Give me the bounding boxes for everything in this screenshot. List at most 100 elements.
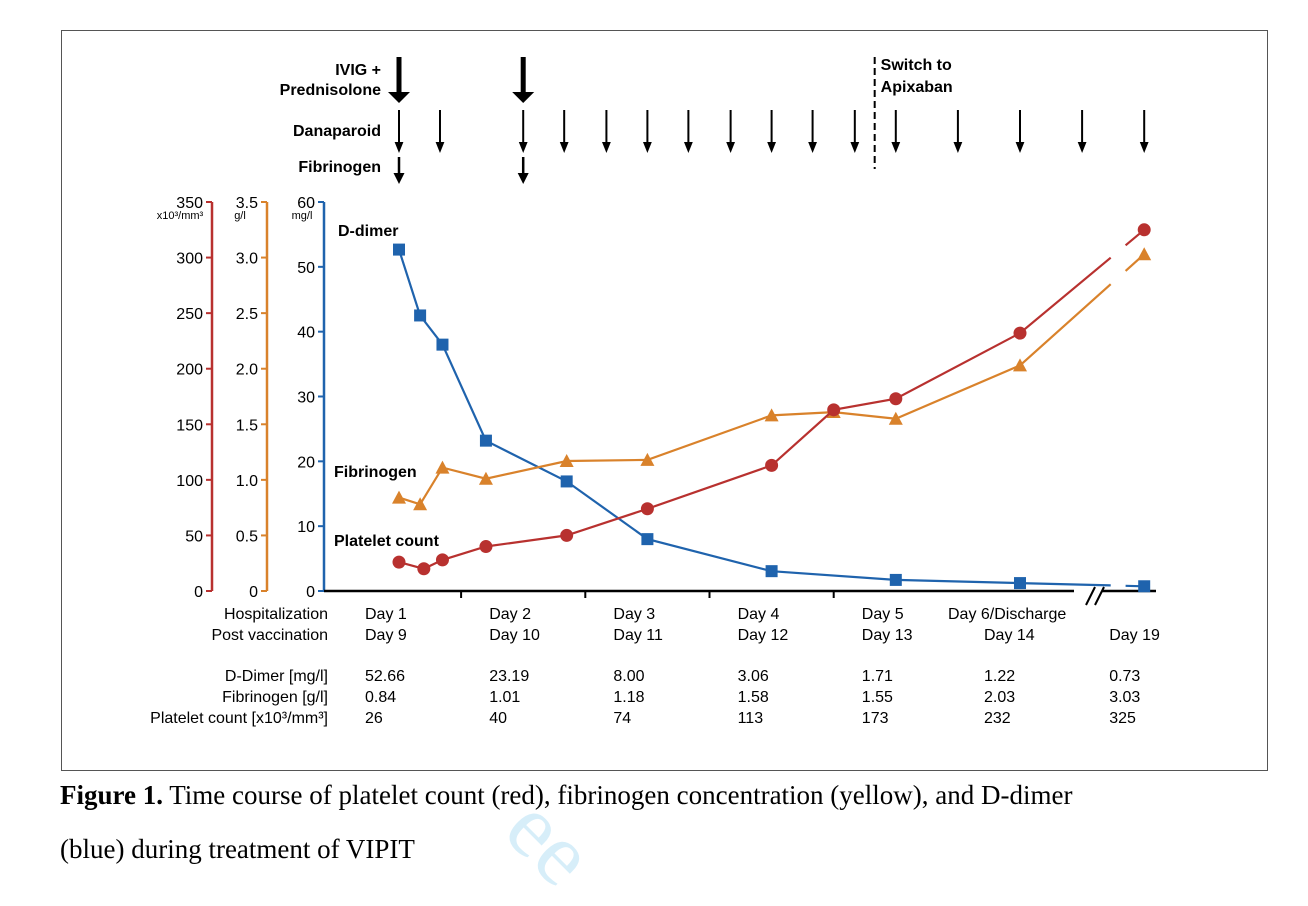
fibrinogen-dose-arrow-head: [393, 173, 405, 184]
switch-label-line1: Switch to: [881, 57, 952, 74]
platelet-axis-tick-label: 300: [176, 251, 203, 268]
danaparoid-dose-arrow-head: [1015, 142, 1025, 153]
platelet-count-point: [417, 562, 431, 576]
x-tick-label-hospitalization: Day 5: [862, 606, 904, 623]
platelet-count-point: [479, 540, 493, 554]
table-cell: 3.06: [738, 668, 769, 685]
figure-frame: 0 50 100 150 200 250 300 350 x10³/mm³ 0 0.5 1.0 1.5 2…: [61, 30, 1268, 771]
danaparoid-dose-arrow-head: [559, 142, 569, 153]
time-course-chart: 050100150200250300350x10³/mm³00.51.01.52…: [150, 57, 1160, 727]
platelet-axis-tick-label: 100: [176, 473, 203, 490]
fibrinogen-axis-tick-label: 1.0: [236, 473, 258, 490]
x-tick-label-post-vaccination: Day 12: [738, 627, 789, 644]
switch-label-line2: Apixaban: [881, 79, 953, 96]
fibrinogen-dose-arrow-head: [517, 173, 529, 184]
x-tick-label-post-vaccination: Day 19: [1109, 627, 1160, 644]
ddimer-axis-tick-label: 10: [297, 519, 315, 536]
danaparoid-label: Danaparoid: [293, 123, 381, 140]
table-cell: 23.19: [489, 668, 529, 685]
d-dimer-point: [641, 533, 654, 546]
platelet-count-point: [1013, 326, 1027, 340]
danaparoid-dose-arrow-head: [850, 142, 860, 153]
d-dimer-point: [560, 475, 573, 488]
d-dimer-point: [393, 243, 405, 256]
fibrinogen-point: [559, 453, 574, 467]
x-tick-label-hospitalization: Day 2: [489, 606, 531, 623]
table-row-label: Platelet count [x10³/mm³]: [150, 710, 328, 727]
platelet-axis-tick-label: 150: [176, 417, 203, 434]
danaparoid-dose-arrow-head: [953, 142, 963, 153]
fibrinogen-point: [888, 411, 903, 425]
danaparoid-dose-arrow-head: [726, 142, 736, 153]
table-row-label: Fibrinogen [g/l]: [222, 689, 328, 706]
ddimer-axis-tick-label: 20: [297, 454, 315, 471]
x-tick-label-post-vaccination: Day 11: [613, 627, 663, 644]
x-tick-label-post-vaccination: Day 10: [489, 627, 540, 644]
fibrinogen-point: [392, 490, 406, 504]
fibrinogen-axis-tick-label: 2.0: [236, 362, 258, 379]
d-dimer-point: [479, 434, 492, 447]
x-row-label-post-vaccination: Post vaccination: [211, 627, 328, 644]
table-cell: 1.55: [862, 689, 893, 706]
danaparoid-dose-arrow-head: [767, 142, 776, 153]
danaparoid-dose-arrow-head: [394, 142, 404, 153]
table-cell: 232: [984, 710, 1011, 727]
table-cell: 2.03: [984, 689, 1015, 706]
ddimer-axis-tick-label: 30: [297, 390, 315, 407]
platelet-axis-tick-label: 0: [194, 584, 203, 601]
ddimer-axis-tick-label: 60: [297, 195, 315, 212]
fibrinogen-axis-tick-label: 3.5: [236, 195, 258, 212]
fibrinogen-dose-label: Fibrinogen: [298, 159, 381, 176]
danaparoid-dose-arrow-head: [683, 142, 693, 153]
d-dimer-point: [1014, 577, 1026, 590]
ddimer-axis-tick-label: 0: [306, 584, 315, 601]
danaparoid-dose-arrow-head: [1077, 142, 1087, 153]
figure-caption-line1: Figure 1. Time course of platelet count …: [60, 780, 1072, 811]
table-cell: 40: [489, 710, 507, 727]
fibrinogen-point: [435, 460, 450, 474]
fibrinogen-axis-tick-label: 3.0: [236, 251, 258, 268]
table-cell: 325: [1109, 710, 1136, 727]
platelet-count-line: [398, 256, 1112, 570]
table-cell: 173: [862, 710, 889, 727]
fibrinogen-point: [764, 408, 779, 422]
danaparoid-dose-arrow-head: [602, 142, 611, 153]
danaparoid-dose-arrow-head: [435, 142, 445, 153]
table-cell: 52.66: [365, 668, 405, 685]
table-row-label: D-Dimer [mg/l]: [225, 668, 328, 685]
danaparoid-dose-arrow-head: [808, 142, 817, 153]
fibrinogen-point: [1013, 358, 1027, 372]
x-tick-label-hospitalization: Day 4: [738, 606, 780, 623]
x-tick-label-post-vaccination: Day 14: [984, 627, 1035, 644]
platelet-count-point: [765, 458, 779, 472]
ddimer-axis-tick-label: 40: [297, 325, 315, 342]
platelet-count-point: [392, 555, 406, 569]
table-cell: 1.71: [862, 668, 893, 685]
series-label-ddimer: D-dimer: [338, 223, 398, 240]
d-dimer-point: [889, 573, 902, 586]
danaparoid-dose-arrow-head: [891, 142, 901, 153]
table-cell: 1.22: [984, 668, 1015, 685]
table-cell: 0.73: [1109, 668, 1140, 685]
fibrinogen-axis-tick-label: 1.5: [236, 417, 258, 434]
platelet-axis-tick-label: 200: [176, 362, 203, 379]
d-dimer-point: [436, 338, 449, 351]
table-cell: 1.18: [613, 689, 644, 706]
platelet-count-point: [560, 528, 574, 542]
table-cell: 74: [613, 710, 631, 727]
fibrinogen-axis-tick-label: 0.5: [236, 528, 258, 545]
x-tick-label-hospitalization: Day 6/Discharge: [948, 606, 1066, 623]
table-cell: 8.00: [613, 668, 644, 685]
series-label-fibrinogen: Fibrinogen: [334, 464, 417, 481]
platelet-count-point: [435, 553, 449, 567]
x-axis-break-mark: [1094, 586, 1105, 606]
platelet-count-point: [827, 403, 841, 417]
platelet-axis-tick-label: 350: [176, 195, 203, 212]
platelet-axis-tick-label: 250: [176, 306, 203, 323]
d-dimer-point: [765, 565, 778, 578]
table-cell: 3.03: [1109, 689, 1140, 706]
fibrinogen-point: [1137, 247, 1152, 261]
fibrinogen-point: [640, 452, 655, 466]
ivig-dose-arrow-head: [512, 92, 535, 103]
x-axis-break-mark: [1085, 586, 1096, 606]
